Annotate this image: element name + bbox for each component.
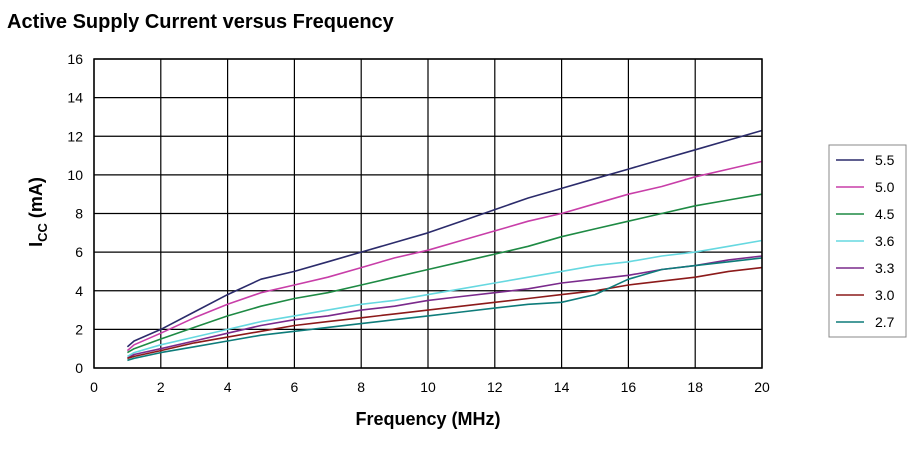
y-tick-label: 6 [75, 244, 83, 260]
legend-label-4.5: 4.5 [875, 206, 895, 222]
y-tick-label: 4 [75, 283, 83, 299]
y-tick-label: 0 [75, 360, 83, 376]
x-tick-label: 18 [687, 379, 703, 395]
x-tick-label: 14 [554, 379, 570, 395]
legend: 5.5 5.0 4.5 3.6 3.3 3.0 2.7 [828, 144, 907, 338]
legend-label-3.3: 3.3 [875, 260, 895, 276]
series-line-3.6 [127, 239, 763, 358]
x-tick-label: 2 [157, 379, 165, 395]
y-tick-label: 12 [67, 128, 83, 144]
y-axis-label: ICC (mA) [26, 177, 50, 247]
series-line-3.0 [127, 266, 763, 360]
chart-title: Active Supply Current versus Frequency [7, 11, 395, 33]
plot-frame [93, 58, 763, 369]
legend-label-3.6: 3.6 [875, 233, 895, 249]
y-tick-label: 10 [67, 167, 83, 183]
x-axis-ticks: 0 2 4 6 8 10 12 14 16 18 20 [90, 379, 770, 395]
legend-label-2.7: 2.7 [875, 314, 895, 330]
x-tick-label: 6 [291, 379, 299, 395]
series-line-4.5 [126, 193, 763, 354]
legend-label-5.5: 5.5 [875, 152, 895, 168]
x-tick-label: 20 [754, 379, 770, 395]
series-line-5.5 [126, 129, 763, 348]
x-tick-label: 10 [420, 379, 436, 395]
x-tick-label: 0 [90, 379, 98, 395]
legend-label-3.0: 3.0 [875, 287, 895, 303]
x-tick-label: 12 [487, 379, 503, 395]
x-tick-label: 16 [621, 379, 637, 395]
plot-series [126, 129, 763, 362]
series-line-5.0 [126, 160, 763, 352]
y-axis-label-unit: (mA) [26, 177, 46, 223]
y-tick-label: 14 [67, 90, 83, 106]
y-axis-ticks: 0 2 4 6 8 10 12 14 16 [67, 51, 83, 376]
x-tick-label: 4 [224, 379, 232, 395]
series-line-3.3 [127, 255, 763, 359]
legend-label-5.0: 5.0 [875, 179, 895, 195]
x-tick-label: 8 [357, 379, 365, 395]
series-line-2.7 [127, 257, 763, 362]
y-tick-label: 8 [75, 206, 83, 222]
y-tick-label: 2 [75, 321, 83, 337]
y-axis-label-sub: CC [35, 222, 50, 241]
x-axis-label: Frequency (MHz) [355, 409, 500, 429]
y-tick-label: 16 [67, 51, 83, 67]
y-axis-label-main: I [26, 242, 46, 247]
